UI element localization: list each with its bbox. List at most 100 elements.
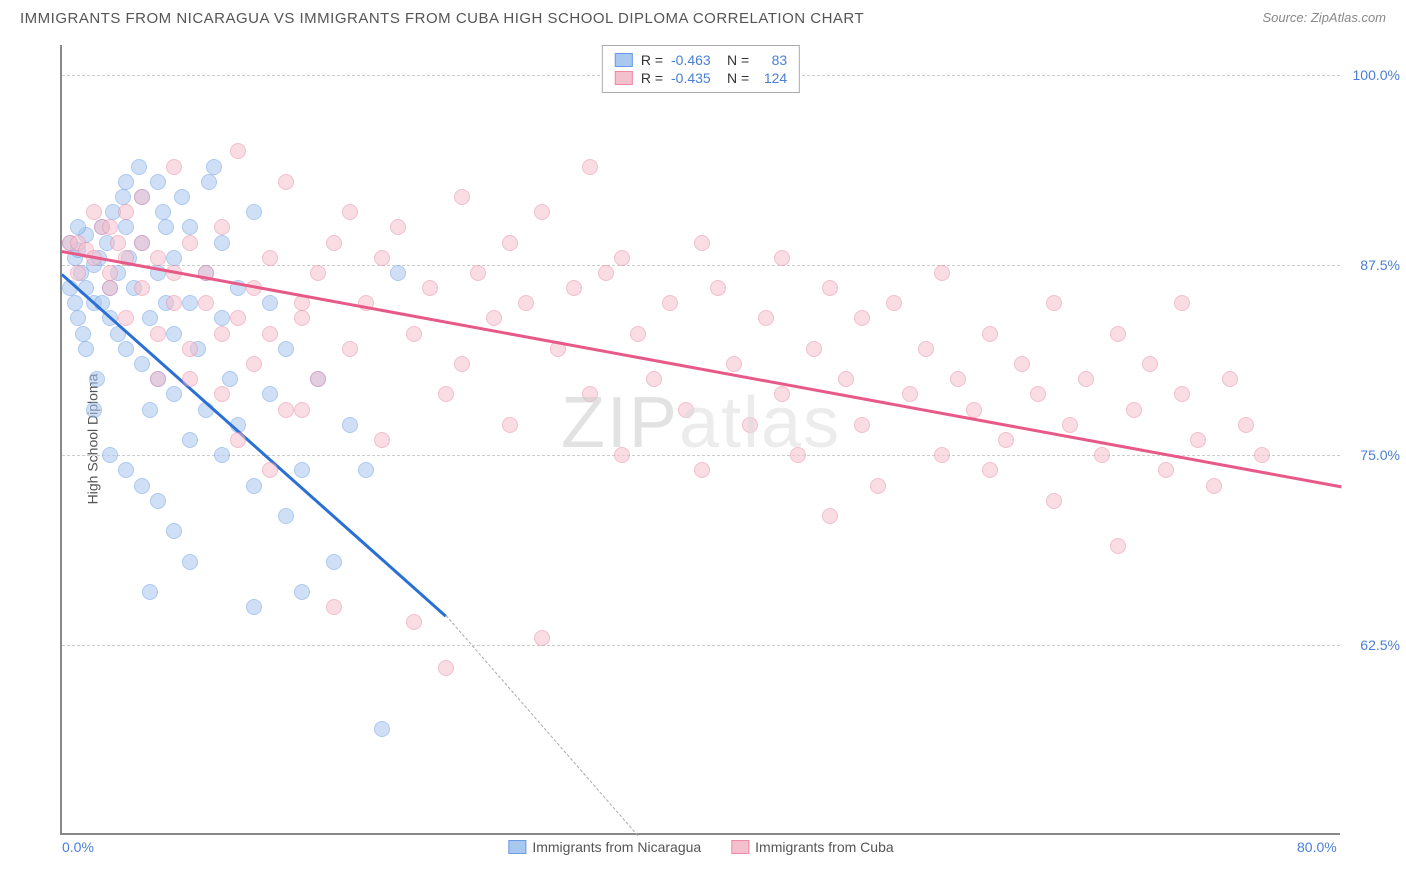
data-point (278, 402, 294, 418)
data-point (70, 310, 86, 326)
data-point (534, 204, 550, 220)
data-point (166, 159, 182, 175)
data-point (102, 447, 118, 463)
data-point (774, 386, 790, 402)
data-point (326, 599, 342, 615)
data-point (134, 478, 150, 494)
data-point (774, 250, 790, 266)
legend-label: Immigrants from Nicaragua (532, 839, 701, 855)
data-point (1062, 417, 1078, 433)
data-point (1238, 417, 1254, 433)
data-point (118, 174, 134, 190)
data-point (214, 219, 230, 235)
data-point (1254, 447, 1270, 463)
data-point (182, 295, 198, 311)
data-point (131, 159, 147, 175)
data-point (982, 462, 998, 478)
grid-line (62, 265, 1340, 266)
data-point (1030, 386, 1046, 402)
data-point (182, 371, 198, 387)
legend-label: Immigrants from Cuba (755, 839, 893, 855)
data-point (854, 310, 870, 326)
data-point (118, 204, 134, 220)
data-point (1206, 478, 1222, 494)
data-point (566, 280, 582, 296)
data-point (110, 235, 126, 251)
data-point (1174, 295, 1190, 311)
data-point (822, 508, 838, 524)
data-point (67, 295, 83, 311)
data-point (182, 432, 198, 448)
data-point (374, 250, 390, 266)
data-point (534, 630, 550, 646)
data-point (342, 341, 358, 357)
data-point (438, 386, 454, 402)
data-point (142, 584, 158, 600)
data-point (838, 371, 854, 387)
data-point (390, 219, 406, 235)
data-point (222, 371, 238, 387)
data-point (518, 295, 534, 311)
data-point (966, 402, 982, 418)
data-point (118, 341, 134, 357)
data-point (918, 341, 934, 357)
data-point (262, 295, 278, 311)
data-point (75, 326, 91, 342)
data-point (150, 493, 166, 509)
source-attribution: Source: ZipAtlas.com (1262, 10, 1386, 25)
data-point (614, 447, 630, 463)
data-point (886, 295, 902, 311)
y-tick-label: 62.5% (1345, 637, 1400, 653)
data-point (998, 432, 1014, 448)
data-point (150, 250, 166, 266)
data-point (89, 371, 105, 387)
data-point (102, 280, 118, 296)
data-point (182, 554, 198, 570)
data-point (182, 235, 198, 251)
data-point (758, 310, 774, 326)
data-point (86, 402, 102, 418)
data-point (262, 250, 278, 266)
data-point (342, 417, 358, 433)
data-point (115, 189, 131, 205)
data-point (1110, 538, 1126, 554)
data-point (1046, 295, 1062, 311)
data-point (214, 310, 230, 326)
legend-r-label: R = (641, 52, 663, 68)
data-point (278, 174, 294, 190)
data-point (822, 280, 838, 296)
data-point (246, 204, 262, 220)
data-point (102, 219, 118, 235)
data-point (950, 371, 966, 387)
data-point (230, 432, 246, 448)
data-point (294, 402, 310, 418)
data-point (214, 447, 230, 463)
data-point (406, 326, 422, 342)
data-point (262, 462, 278, 478)
data-point (1094, 447, 1110, 463)
data-point (214, 386, 230, 402)
data-point (246, 478, 262, 494)
legend-r-value: -0.463 (671, 52, 719, 68)
legend-row: R =-0.463N =83 (615, 51, 787, 69)
legend-swatch (508, 840, 526, 854)
data-point (155, 204, 171, 220)
legend-n-label: N = (727, 52, 749, 68)
data-point (598, 265, 614, 281)
data-point (214, 326, 230, 342)
data-point (230, 310, 246, 326)
data-point (902, 386, 918, 402)
data-point (326, 235, 342, 251)
data-point (134, 235, 150, 251)
data-point (614, 250, 630, 266)
legend-swatch (615, 71, 633, 85)
x-tick-label: 80.0% (1297, 839, 1337, 855)
scatter-plot: High School Diploma ZIPatlas R =-0.463N … (60, 45, 1340, 835)
legend-swatch (615, 53, 633, 67)
correlation-legend: R =-0.463N =83R =-0.435N =124 (602, 45, 800, 93)
data-point (166, 326, 182, 342)
legend-r-label: R = (641, 70, 663, 86)
data-point (1158, 462, 1174, 478)
x-tick-label: 0.0% (62, 839, 94, 855)
data-point (1126, 402, 1142, 418)
